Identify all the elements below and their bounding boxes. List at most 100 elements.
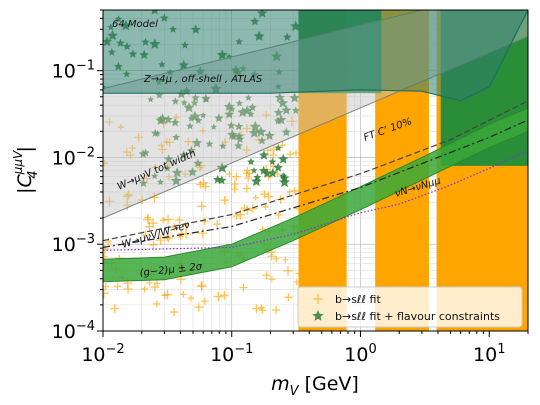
scatter-point-fit xyxy=(151,163,159,172)
scatter-point-flavour xyxy=(274,107,284,117)
scatter-point-fit xyxy=(267,252,276,261)
scatter-point-fit xyxy=(105,118,114,127)
y-tick-label: 10−3 xyxy=(52,232,95,256)
scatter-point-flavour xyxy=(183,102,195,113)
excluded-region-label: Z→4μ , off-shell , ATLAS xyxy=(143,74,263,85)
scatter-point-fit xyxy=(231,185,239,193)
scatter-point-fit xyxy=(165,137,175,147)
scatter-point-flavour xyxy=(247,157,255,166)
scatter-point-flavour xyxy=(278,153,289,164)
scatter-point-flavour xyxy=(273,162,283,172)
scatter-point-flavour xyxy=(291,106,300,114)
scatter-point-fit xyxy=(299,192,309,202)
scatter-point-fit xyxy=(220,195,229,205)
scatter-point-fit xyxy=(113,282,122,291)
scatter-point-fit xyxy=(170,223,179,231)
scatter-point-fit xyxy=(141,230,150,240)
scatter-point-flavour xyxy=(172,133,181,141)
scatter-point-flavour xyxy=(248,127,260,138)
scatter-point-fit xyxy=(201,297,209,305)
x-axis-label: mV [GeV] xyxy=(271,373,359,399)
scatter-point-fit xyxy=(104,196,115,207)
scatter-point-fit xyxy=(244,174,252,182)
scatter-point-flavour xyxy=(163,164,172,172)
scatter-point-flavour xyxy=(281,104,292,115)
scatter-point-flavour xyxy=(154,130,161,137)
scatter-point-fit xyxy=(122,200,133,211)
scatter-point-fit xyxy=(299,175,308,184)
scatter-point-fit xyxy=(129,144,136,152)
scatter-point-flavour xyxy=(179,150,189,160)
scatter-point-flavour xyxy=(155,91,164,99)
scatter-point-fit xyxy=(242,145,251,155)
gm2-band xyxy=(103,107,528,283)
scatter-point-fit xyxy=(300,151,310,161)
y-axis-bar-left: | xyxy=(14,188,36,194)
scatter-point-fit xyxy=(301,179,310,189)
y-axis-bar-right: | xyxy=(14,146,36,152)
scatter-point-flavour xyxy=(234,122,244,131)
scatter-point-flavour xyxy=(235,99,244,107)
scatter-point-fit xyxy=(149,240,158,249)
scatter-point-fit xyxy=(187,295,195,302)
scatter-point-fit xyxy=(263,191,274,202)
scatter-point-fit xyxy=(196,180,205,189)
scatter-point-flavour xyxy=(264,130,275,141)
scatter-point-fit xyxy=(258,306,266,314)
scatter-point-fit xyxy=(262,204,269,211)
scatter-point-fit xyxy=(163,214,173,225)
y-axis-label: |CμμV4| xyxy=(11,146,41,194)
scatter-point-fit xyxy=(286,116,297,127)
scatter-point-fit xyxy=(110,303,120,314)
scatter-point-fit xyxy=(279,141,286,149)
scatter-point-fit xyxy=(293,279,300,286)
constraint-line xyxy=(103,100,528,242)
scatter-point-flavour xyxy=(273,116,283,125)
scatter-point-flavour xyxy=(157,113,169,124)
scatter-point-fit xyxy=(164,234,173,243)
scatter-point-fit xyxy=(183,221,190,229)
legend-plus-marker xyxy=(313,294,323,304)
scatter-point-fit xyxy=(252,304,261,313)
scatter-point-flavour xyxy=(187,146,196,155)
scatter-point-flavour xyxy=(210,123,218,130)
scatter-point-fit xyxy=(194,302,203,312)
scatter-point-fit xyxy=(252,194,259,201)
scatter-point-flavour xyxy=(170,175,182,186)
scatter-point-flavour xyxy=(279,172,288,180)
y-tick-label: 10−2 xyxy=(52,145,95,169)
scatter-point-flavour xyxy=(138,149,148,158)
scatter-point-flavour xyxy=(199,111,207,119)
scatter-point-fit xyxy=(200,217,209,225)
scatter-point-flavour xyxy=(267,168,278,178)
scatter-point-flavour xyxy=(194,116,203,124)
constraint-bands xyxy=(103,10,528,283)
scatter-point-flavour xyxy=(164,154,174,164)
scatter-point-fit xyxy=(155,235,166,245)
scatter-point-fit xyxy=(142,174,151,183)
scatter-point-flavour xyxy=(234,131,244,141)
scatter-point-flavour xyxy=(151,172,159,180)
scatter-point-fit xyxy=(221,138,229,146)
scatter-point-fit xyxy=(286,188,293,196)
model-label: 64 Model xyxy=(112,19,158,30)
scatter-point-flavour xyxy=(219,142,227,150)
scatter-point-fit xyxy=(242,184,252,193)
scatter-point-fit xyxy=(159,217,167,224)
scatter-point-flavour xyxy=(289,92,300,103)
scatter-point-flavour xyxy=(244,94,252,101)
scatter-point-flavour xyxy=(156,178,164,186)
plot-area: 64 Model Z→4μ , off-shell , ATLAS W→μνV … xyxy=(103,10,528,331)
scatter-point-fit xyxy=(199,127,206,134)
scatter-point-flavour xyxy=(255,126,267,137)
scatter-point-fit xyxy=(103,244,110,254)
axes: 10−2 10−1 100 101 10−4 10−3 10−2 10−1 xyxy=(52,9,529,366)
scatter-point-fit xyxy=(169,307,179,317)
scatter-point-fit xyxy=(201,182,210,191)
constraint-line xyxy=(103,119,528,248)
scatter-point-flavour xyxy=(191,93,200,102)
scatter-point-fit xyxy=(175,215,184,225)
scatter-point-flavour xyxy=(171,167,183,178)
scatter-point-fit xyxy=(243,166,252,174)
scatter-point-fit xyxy=(158,141,165,149)
